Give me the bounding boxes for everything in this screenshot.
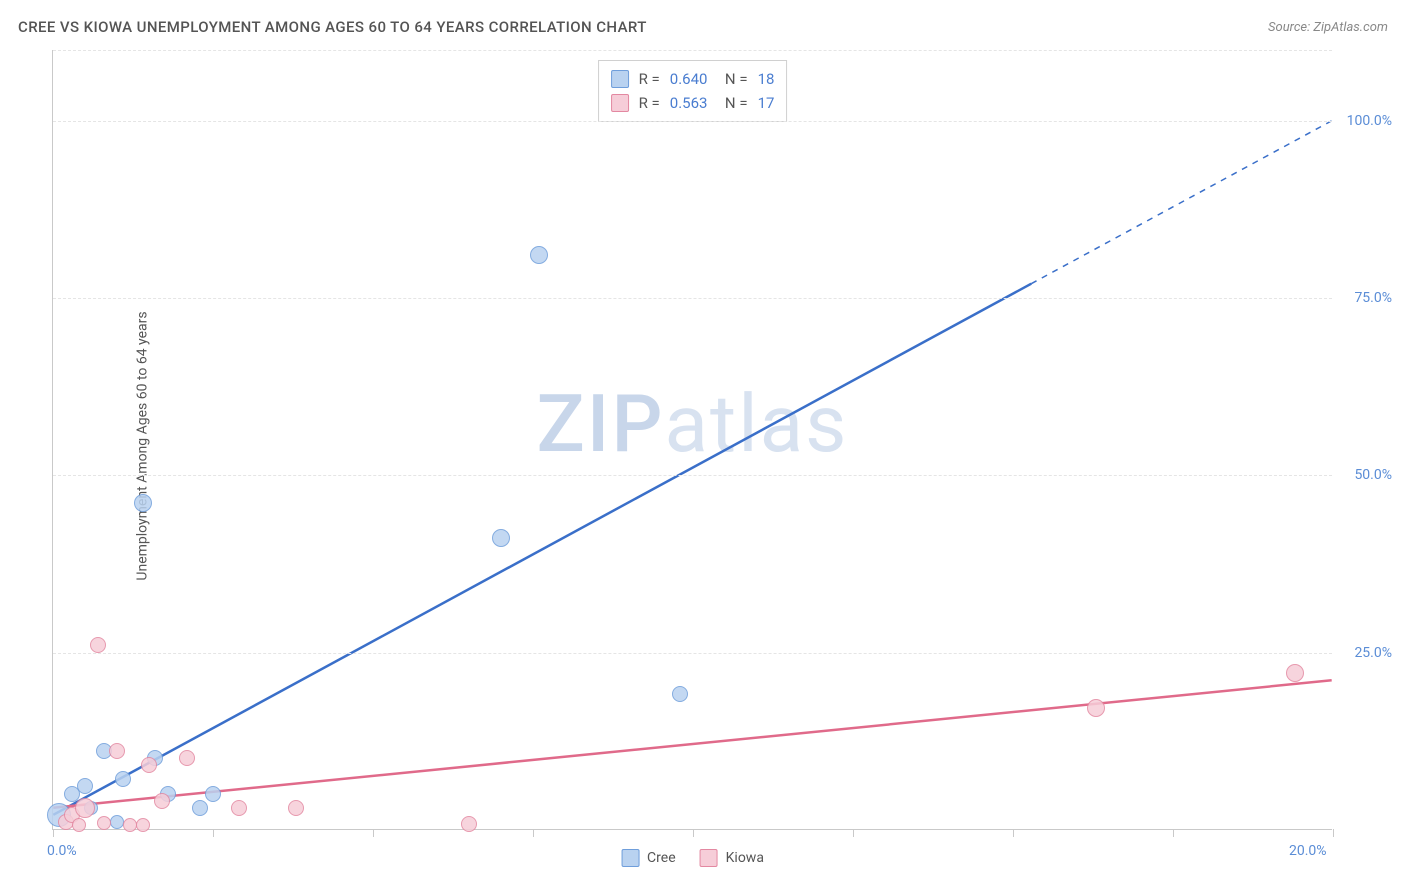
y-tick-label: 50.0% xyxy=(1354,467,1392,483)
legend-stats-row: R = 0.640 N = 18 xyxy=(611,67,775,91)
plot-area: ZIPatlas R = 0.640 N = 18 R = 0.563 N = … xyxy=(52,50,1332,830)
data-point xyxy=(154,793,170,809)
data-point xyxy=(672,686,688,702)
data-point xyxy=(461,816,477,832)
legend-item-kiowa: Kiowa xyxy=(700,849,764,867)
data-point xyxy=(192,800,208,816)
chart-title: CREE VS KIOWA UNEMPLOYMENT AMONG AGES 60… xyxy=(18,18,647,36)
x-tick xyxy=(1333,829,1334,837)
data-point xyxy=(109,743,125,759)
data-point xyxy=(288,800,304,816)
x-tick xyxy=(693,829,694,837)
gridline xyxy=(53,653,1332,654)
data-point xyxy=(205,786,221,802)
data-point xyxy=(72,818,86,832)
gridline xyxy=(53,50,1332,51)
data-point xyxy=(115,771,131,787)
y-tick-label: 75.0% xyxy=(1354,290,1392,306)
data-point xyxy=(530,246,548,264)
legend-series: Cree Kiowa xyxy=(621,849,764,867)
data-point xyxy=(179,750,195,766)
legend-swatch-cree xyxy=(621,849,639,867)
gridline xyxy=(53,475,1332,476)
x-tick xyxy=(1013,829,1014,837)
x-tick xyxy=(853,829,854,837)
data-point xyxy=(141,757,157,773)
chart-source: Source: ZipAtlas.com xyxy=(1268,20,1388,35)
data-point xyxy=(1286,664,1304,682)
trend-lines xyxy=(53,50,1332,829)
data-point xyxy=(90,637,106,653)
title-bar: CREE VS KIOWA UNEMPLOYMENT AMONG AGES 60… xyxy=(18,18,1388,36)
x-tick xyxy=(53,829,54,837)
gridline xyxy=(53,298,1332,299)
data-point xyxy=(97,816,111,830)
x-tick-label: 20.0% xyxy=(1289,843,1327,859)
data-point xyxy=(136,818,150,832)
data-point xyxy=(134,494,152,512)
legend-swatch-kiowa xyxy=(611,94,629,112)
legend-stats: R = 0.640 N = 18 R = 0.563 N = 17 xyxy=(598,60,788,122)
gridline xyxy=(53,121,1332,122)
x-tick xyxy=(533,829,534,837)
x-tick xyxy=(373,829,374,837)
data-point xyxy=(492,529,510,547)
data-point xyxy=(75,798,95,818)
legend-item-cree: Cree xyxy=(621,849,676,867)
data-point xyxy=(110,815,124,829)
y-tick-label: 100.0% xyxy=(1347,113,1392,129)
legend-swatch-kiowa xyxy=(700,849,718,867)
legend-swatch-cree xyxy=(611,70,629,88)
x-tick xyxy=(213,829,214,837)
data-point xyxy=(231,800,247,816)
legend-stats-row: R = 0.563 N = 17 xyxy=(611,91,775,115)
data-point xyxy=(1087,699,1105,717)
x-tick xyxy=(1173,829,1174,837)
y-tick-label: 25.0% xyxy=(1354,645,1392,661)
data-point xyxy=(77,778,93,794)
x-tick-label: 0.0% xyxy=(47,843,77,859)
